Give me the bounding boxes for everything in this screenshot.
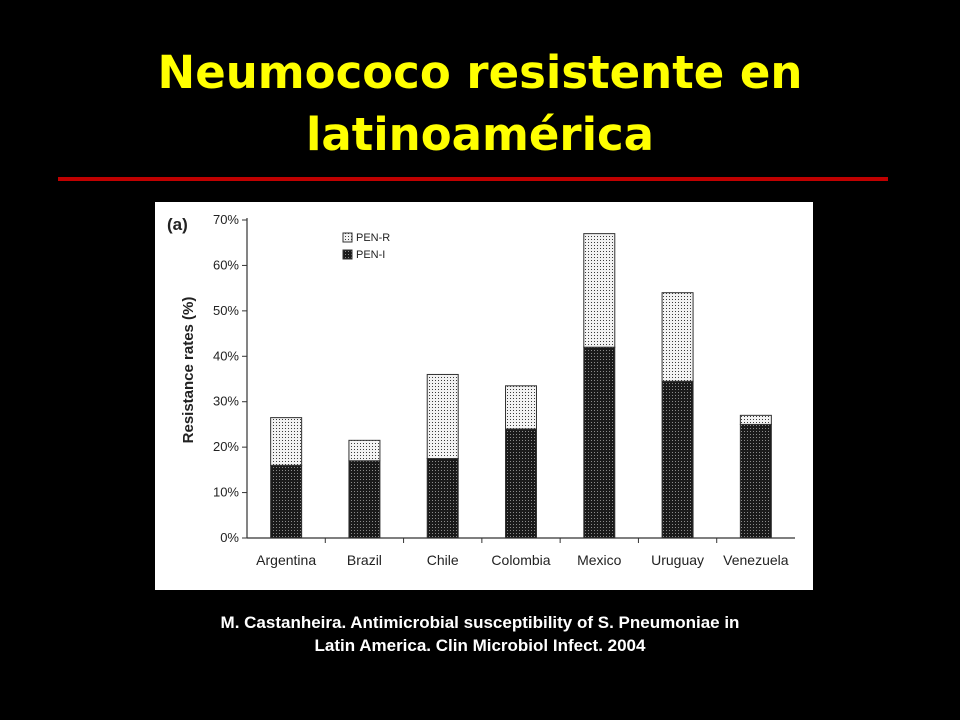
- chart-panel: (a) Resistance rates (%) 0% 10% 20% 30% 40% 5…: [155, 202, 813, 590]
- citation-line-2: Latin America. Clin Microbiol Infect. 20…: [314, 636, 646, 655]
- y-axis-label: Resistance rates (%): [180, 297, 197, 444]
- bar-pen-i-colombia: [505, 428, 537, 539]
- chart-legend: PEN-R PEN-I: [342, 232, 390, 261]
- bar-pen-r-venezuela: [739, 414, 772, 425]
- resistance-bar-chart: (a) Resistance rates (%) 0% 10% 20% 30% 40% 5…: [167, 212, 795, 568]
- x-tick-label: Mexico: [577, 552, 622, 568]
- y-tick-label: 60%: [213, 257, 239, 272]
- chart-bars: [270, 233, 772, 539]
- citation: M. Castanheira. Antimicrobial susceptibi…: [100, 611, 860, 657]
- bar-pen-r-argentina: [270, 417, 303, 466]
- y-tick-label: 30%: [213, 394, 239, 409]
- bar-pen-r-mexico: [583, 233, 616, 348]
- citation-line-1: M. Castanheira. Antimicrobial susceptibi…: [220, 613, 740, 632]
- y-tick-label: 10%: [213, 485, 239, 500]
- x-tick-label: Brazil: [347, 552, 382, 568]
- y-tick-label: 40%: [213, 348, 239, 363]
- bar-pen-r-chile: [426, 373, 459, 459]
- x-tick-label: Argentina: [256, 552, 316, 568]
- x-tick-label: Venezuela: [723, 552, 789, 568]
- x-tick-label: Colombia: [491, 552, 550, 568]
- title-line-2: latinoamérica: [305, 108, 655, 161]
- chart-axes: 0% 10% 20% 30% 40% 50% 60% 70% Argentina Brazil Ch…: [213, 212, 795, 568]
- bar-pen-i-chile: [426, 458, 459, 539]
- bar-pen-r-brazil: [348, 439, 381, 462]
- slide-title: Neumococo resistente en latinoamérica: [60, 42, 900, 166]
- x-tick-label: Chile: [427, 552, 459, 568]
- y-tick-label: 20%: [213, 439, 239, 454]
- title-divider: [58, 177, 888, 181]
- legend-label-pen-i: PEN-I: [356, 249, 385, 261]
- bar-pen-r-colombia: [505, 385, 537, 430]
- bar-pen-i-venezuela: [739, 423, 772, 539]
- legend-swatch-pen-i: [342, 249, 353, 260]
- bar-pen-i-brazil: [348, 460, 381, 539]
- bar-pen-i-argentina: [270, 464, 303, 539]
- y-tick-label: 70%: [213, 212, 239, 227]
- y-tick-label: 50%: [213, 303, 239, 318]
- panel-label: (a): [167, 215, 188, 234]
- legend-label-pen-r: PEN-R: [356, 232, 390, 244]
- x-tick-label: Uruguay: [651, 552, 704, 568]
- bar-pen-r-uruguay: [661, 292, 694, 382]
- title-line-1: Neumococo resistente en: [157, 46, 803, 99]
- bar-pen-i-mexico: [583, 346, 616, 539]
- y-tick-label: 0%: [220, 530, 239, 545]
- bar-pen-i-uruguay: [661, 380, 694, 539]
- legend-swatch-pen-r: [342, 232, 353, 243]
